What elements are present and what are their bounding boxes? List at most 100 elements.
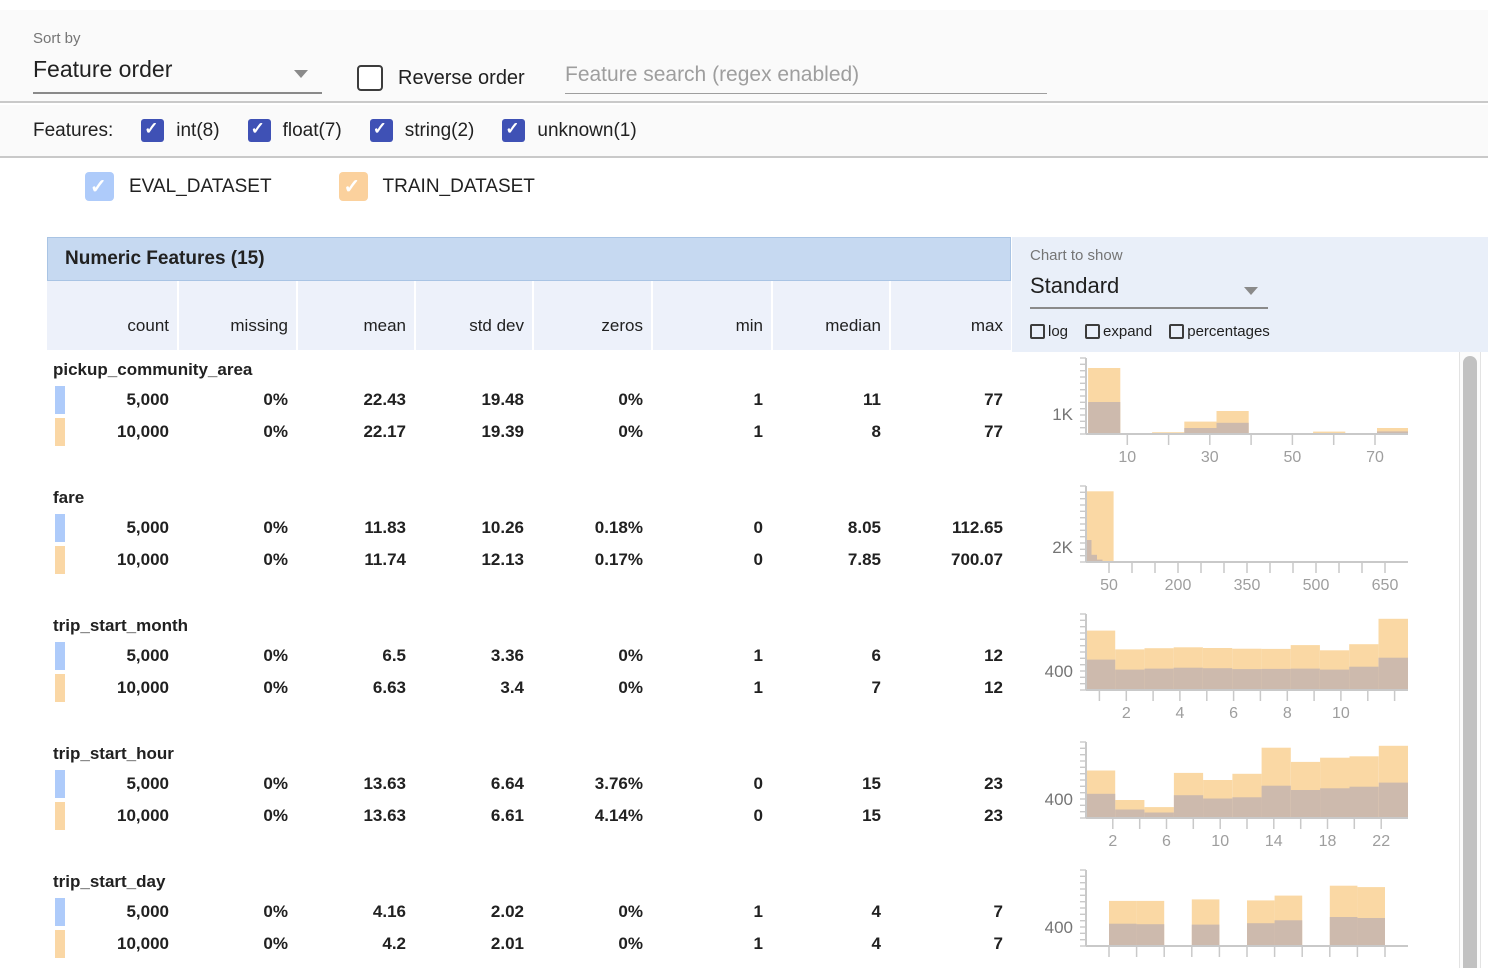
stat-zeros: 0% — [618, 422, 643, 441]
svg-text:50: 50 — [1284, 449, 1302, 466]
stat-max: 7 — [993, 934, 1003, 953]
stat-missing: 0% — [263, 422, 288, 441]
stat-count: 10,000 — [117, 550, 169, 569]
stat-median: 7 — [871, 678, 881, 697]
eval-swatch — [55, 514, 65, 542]
stat-count: 5,000 — [126, 646, 169, 665]
filter-string[interactable]: string(2) — [369, 119, 474, 142]
unknown-label: unknown(1) — [537, 119, 637, 141]
stat-max: 77 — [984, 390, 1003, 409]
svg-text:400: 400 — [1045, 790, 1073, 809]
filter-float[interactable]: float(7) — [247, 119, 342, 142]
stat-count: 10,000 — [117, 422, 169, 441]
stat-stddev: 2.01 — [490, 934, 524, 953]
svg-text:400: 400 — [1045, 662, 1073, 681]
stat-min: 0 — [753, 550, 763, 569]
train-stats-line: 10,000 0% 13.63 6.61 4.14% 0 15 23 — [47, 800, 1488, 832]
stat-min: 1 — [753, 422, 763, 441]
reverse-order-label: Reverse order — [398, 66, 525, 89]
stat-median: 11 — [863, 390, 881, 409]
col-stddev: std dev — [414, 281, 532, 350]
col-min: min — [651, 281, 771, 350]
sort-by-dropdown[interactable]: Feature order — [33, 56, 322, 94]
stat-stddev: 6.64 — [490, 774, 524, 793]
feature-name: trip_start_month — [53, 616, 189, 635]
stat-missing: 0% — [263, 550, 288, 569]
stat-median: 6 — [871, 646, 881, 665]
svg-text:350: 350 — [1234, 577, 1261, 594]
float-checkbox[interactable] — [247, 119, 271, 142]
stat-median: 8.05 — [847, 518, 881, 537]
stat-zeros: 3.76% — [594, 774, 643, 793]
percentages-checkbox[interactable] — [1169, 324, 1185, 339]
svg-text:8: 8 — [1283, 705, 1292, 722]
stat-mean: 6.63 — [372, 678, 406, 697]
log-option[interactable]: log — [1030, 323, 1068, 340]
stats-column-headers: count missing mean std dev zeros min med… — [47, 281, 1011, 350]
filter-unknown[interactable]: unknown(1) — [502, 119, 637, 142]
reverse-order-control: Reverse order — [357, 65, 525, 91]
feature-name: fare — [53, 488, 85, 507]
train-swatch — [55, 418, 65, 446]
stat-median: 4 — [871, 902, 881, 921]
svg-text:2K: 2K — [1052, 538, 1073, 557]
svg-text:14: 14 — [1265, 833, 1283, 850]
log-checkbox[interactable] — [1030, 324, 1045, 339]
svg-text:400: 400 — [1045, 918, 1073, 937]
stat-zeros: 0% — [618, 902, 643, 921]
table-title: Numeric Features (15) — [65, 248, 265, 269]
svg-text:70: 70 — [1366, 449, 1384, 466]
feature-row-trip-start-hour: trip_start_hour 5,000 0% 13.63 6.64 3.76… — [47, 736, 1488, 864]
stat-max: 700.07 — [951, 550, 1003, 569]
unknown-checkbox[interactable] — [502, 119, 526, 142]
stat-max: 23 — [984, 774, 1003, 793]
filter-int[interactable]: int(8) — [141, 119, 220, 142]
eval-dataset-toggle[interactable]: EVAL_DATASET — [85, 172, 272, 201]
stat-mean: 13.63 — [363, 774, 406, 793]
stat-missing: 0% — [263, 390, 288, 409]
svg-text:6: 6 — [1162, 833, 1171, 850]
stat-mean: 4.16 — [372, 902, 406, 921]
stat-missing: 0% — [263, 806, 288, 825]
feature-row-pickup-community-area: pickup_community_area 5,000 0% 22.43 19.… — [47, 352, 1488, 480]
stat-median: 8 — [871, 422, 881, 441]
svg-text:50: 50 — [1100, 577, 1118, 594]
svg-text:18: 18 — [1319, 833, 1337, 850]
expand-checkbox[interactable] — [1085, 324, 1101, 339]
percentages-label: percentages — [1187, 323, 1270, 340]
stat-mean: 11.74 — [364, 550, 406, 569]
col-missing: missing — [177, 281, 296, 350]
chart-type-dropdown[interactable]: Standard — [1030, 273, 1268, 309]
eval-stats-line: 5,000 0% 11.83 10.26 0.18% 0 8.05 112.65 — [47, 512, 1488, 544]
stat-count: 10,000 — [117, 806, 169, 825]
vertical-scrollbar[interactable] — [1459, 352, 1481, 968]
chart-type-value: Standard — [1030, 273, 1120, 298]
stat-missing: 0% — [263, 774, 288, 793]
col-median: median — [771, 281, 889, 350]
stat-min: 1 — [753, 678, 763, 697]
reverse-order-checkbox[interactable] — [357, 65, 383, 91]
int-checkbox[interactable] — [141, 119, 165, 142]
train-dataset-toggle[interactable]: TRAIN_DATASET — [338, 172, 535, 201]
stat-zeros: 0.17% — [594, 550, 643, 569]
stat-count: 10,000 — [117, 678, 169, 697]
percentages-option[interactable]: percentages — [1169, 323, 1270, 340]
stat-zeros: 0% — [618, 934, 643, 953]
eval-swatch — [55, 386, 65, 414]
stat-zeros: 0% — [618, 390, 643, 409]
train-swatch — [55, 930, 65, 958]
stat-count: 5,000 — [126, 518, 169, 537]
stat-max: 112.65 — [951, 518, 1003, 537]
stat-mean: 13.63 — [363, 806, 406, 825]
scrollbar-thumb[interactable] — [1463, 356, 1477, 968]
train-dataset-checkbox[interactable] — [338, 172, 368, 201]
col-count: count — [127, 316, 169, 335]
eval-stats-line: 5,000 0% 22.43 19.48 0% 1 11 77 — [47, 384, 1488, 416]
stat-count: 5,000 — [126, 390, 169, 409]
search-input[interactable] — [565, 56, 1047, 93]
eval-dataset-checkbox[interactable] — [85, 172, 114, 201]
expand-option[interactable]: expand — [1085, 323, 1152, 340]
svg-text:6: 6 — [1229, 705, 1238, 722]
stat-stddev: 3.36 — [490, 646, 524, 665]
string-checkbox[interactable] — [369, 119, 393, 142]
